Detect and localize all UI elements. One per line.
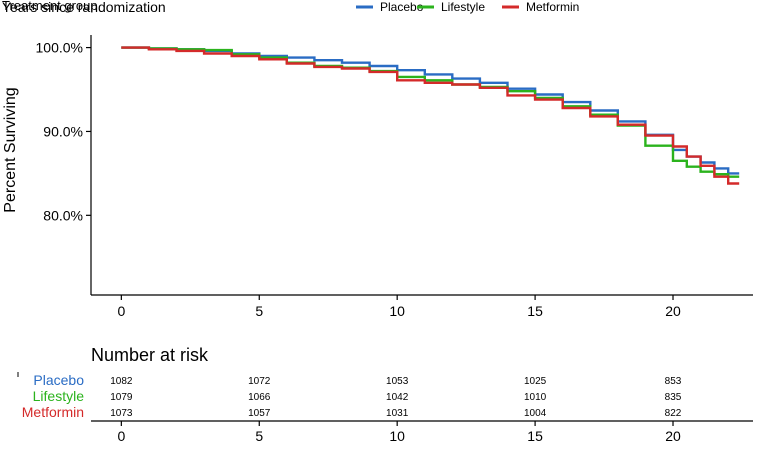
y-tick-label: 90.0% bbox=[43, 123, 83, 139]
risk-table-title: Number at risk bbox=[91, 345, 209, 365]
legend-title: Treatment group bbox=[2, 0, 98, 13]
y-axis-label: Percent Surviving bbox=[2, 87, 19, 212]
risk-count-placebo: 853 bbox=[665, 376, 682, 387]
y-tick-label: 100.0% bbox=[36, 40, 83, 56]
risk-x-ticks: 0 5 10 15 20 bbox=[117, 421, 681, 444]
risk-row-label-lifestyle: Lifestyle bbox=[33, 388, 85, 404]
legend-label-placebo: Placebo bbox=[380, 0, 424, 14]
risk-count-placebo: 1025 bbox=[524, 376, 547, 387]
risk-count-lifestyle: 1079 bbox=[110, 392, 133, 403]
series-group bbox=[121, 46, 740, 185]
risk-count-metformin: 1031 bbox=[386, 408, 409, 419]
series-line-lifestyle bbox=[121, 46, 740, 178]
risk-count-metformin: 822 bbox=[665, 408, 682, 419]
risk-count-metformin: 1057 bbox=[248, 408, 271, 419]
risk-count-placebo: 1053 bbox=[386, 376, 409, 387]
risk-table: Placebo 1082 1072 1053 1025 853 Lifestyle 1079 1… bbox=[22, 372, 682, 420]
y-tick-label: 80.0% bbox=[43, 207, 83, 223]
x-tick-label: 10 bbox=[389, 303, 405, 319]
legend-label-lifestyle: Lifestyle bbox=[441, 0, 485, 14]
x-tick-label: 5 bbox=[255, 303, 263, 319]
risk-count-placebo: 1082 bbox=[110, 376, 133, 387]
risk-count-placebo: 1072 bbox=[248, 376, 271, 387]
x-tick-label: 15 bbox=[527, 303, 543, 319]
risk-x-tick-label: 20 bbox=[665, 428, 681, 444]
risk-count-metformin: 1073 bbox=[110, 408, 133, 419]
risk-count-metformin: 1004 bbox=[524, 408, 547, 419]
risk-x-tick-label: 5 bbox=[255, 428, 263, 444]
risk-count-lifestyle: 1010 bbox=[524, 392, 547, 403]
risk-row-label-placebo: Placebo bbox=[33, 372, 84, 388]
risk-count-lifestyle: 1066 bbox=[248, 392, 271, 403]
legend-label-metformin: Metformin bbox=[526, 0, 579, 14]
risk-x-tick-label: 10 bbox=[389, 428, 405, 444]
risk-x-tick-label: 0 bbox=[117, 428, 125, 444]
risk-x-tick-label: 15 bbox=[527, 428, 543, 444]
series-line-metformin bbox=[121, 46, 740, 185]
legend: Placebo Lifestyle Metformin bbox=[356, 0, 579, 14]
y-ticks: 100.0% 90.0% 80.0% bbox=[36, 40, 91, 223]
x-tick-label: 20 bbox=[665, 303, 681, 319]
x-ticks: 0 5 10 15 20 bbox=[117, 295, 681, 319]
series-line-placebo bbox=[121, 46, 740, 175]
risk-row-label-metformin: Metformin bbox=[22, 404, 84, 420]
risk-count-lifestyle: 1042 bbox=[386, 392, 409, 403]
risk-count-lifestyle: 835 bbox=[665, 392, 682, 403]
x-tick-label: 0 bbox=[117, 303, 125, 319]
x-axis-title: Years since randomization bbox=[2, 0, 166, 15]
